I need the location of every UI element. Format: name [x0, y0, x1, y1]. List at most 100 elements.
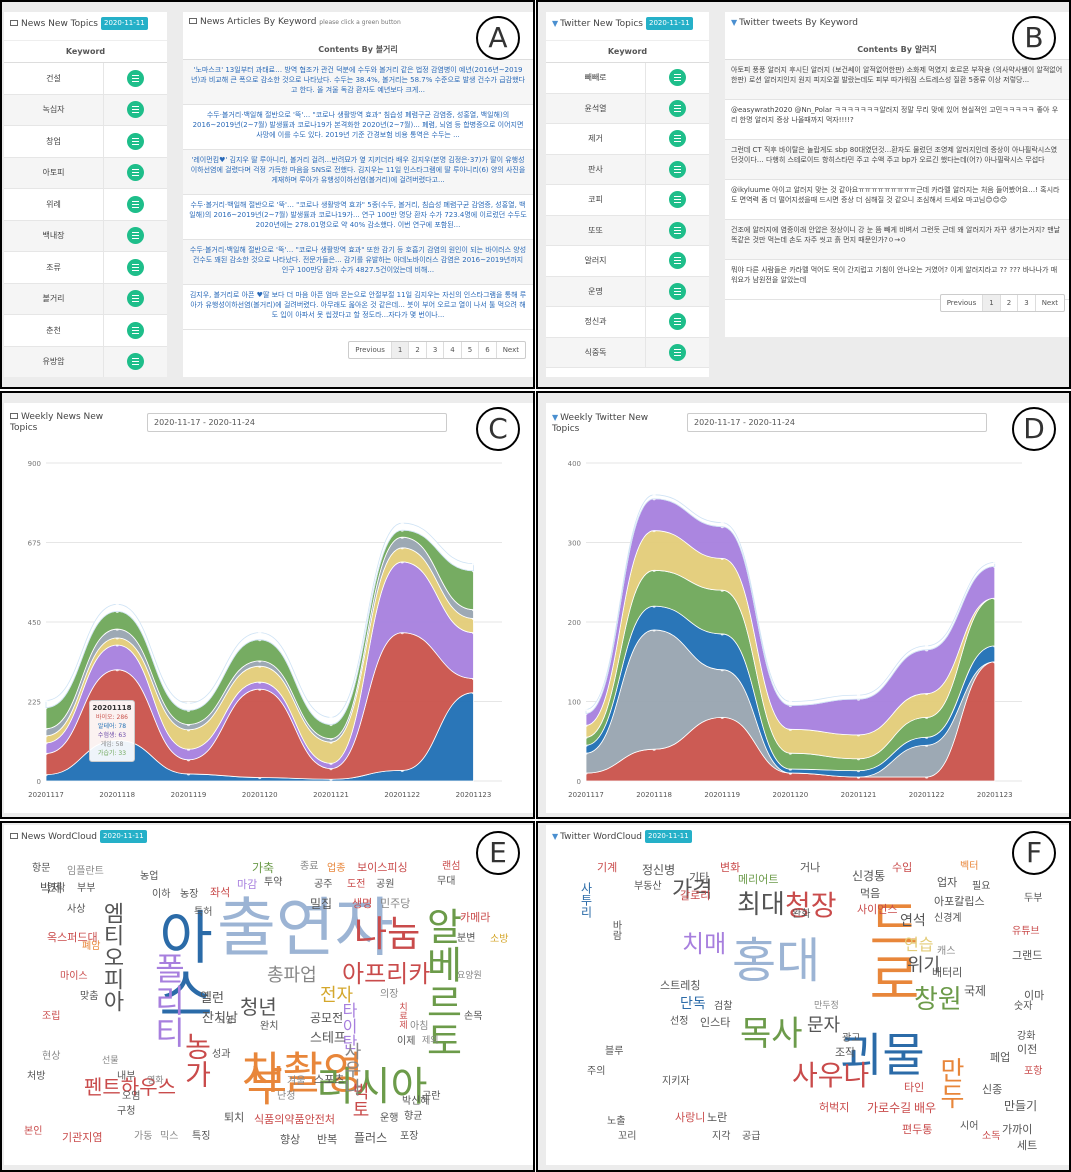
tooltip-value: 63: [118, 732, 127, 739]
label-d: D: [1012, 407, 1056, 451]
keyword-list-button[interactable]: [669, 313, 686, 331]
data-point: [44, 698, 48, 703]
keyword-list-button[interactable]: [127, 195, 144, 213]
next-page-button[interactable]: Next: [1041, 299, 1058, 307]
keyword-list-button[interactable]: [127, 227, 144, 245]
word-cloud-term: 노출: [607, 1116, 626, 1127]
word-cloud-term: 나눔: [354, 914, 421, 955]
y-tick-label: 225: [28, 699, 41, 707]
keyword-list-button[interactable]: [127, 132, 144, 150]
twitter-bird-icon: ▼: [731, 18, 738, 27]
keyword-list-button[interactable]: [669, 282, 686, 300]
twitter-bird-icon: ▼: [552, 832, 559, 841]
keyword-row: 유방암: [4, 346, 167, 377]
word-cloud-term: 소독: [982, 1131, 1001, 1142]
twitter-wordcloud: 홍대 괴물 드로 목사 사우나 청장 최대 창원 위기 가격 치매 문자 만두 연습 연석 정신병 부동산 갈로리…: [538, 823, 1069, 1170]
newspaper-icon: [189, 18, 197, 24]
page-button[interactable]: 2: [1001, 295, 1019, 311]
next-page-button[interactable]: Next: [502, 346, 519, 354]
weekly-twitter-card: ▼ Weekly Twitter New Topics 2020-11-17 - …: [546, 403, 1069, 813]
page-button[interactable]: 2: [409, 342, 427, 358]
word-cloud-term: 공주: [314, 879, 333, 890]
word-cloud-term: 식품의약품안전처: [254, 1113, 335, 1126]
x-tick-label: 20201121: [841, 791, 877, 799]
word-cloud-term: 청년: [240, 995, 277, 1019]
word-cloud-term: 손목: [464, 1011, 483, 1022]
word-cloud-term: 선물: [102, 1056, 119, 1066]
word-cloud-term: 치료제: [397, 1002, 407, 1029]
page-button[interactable]: 1: [983, 295, 1001, 311]
panel-b-twitter: ▼ Twitter New Topics 2020-11-11 Keyword 빼빼…: [536, 0, 1071, 389]
word-cloud-term: 아스: [147, 907, 215, 1023]
page-button[interactable]: 3: [1018, 295, 1036, 311]
weekly-twitter-date-range[interactable]: 2020-11-17 - 2020-11-24: [687, 413, 987, 432]
date-badge: 2020-11-11: [101, 17, 148, 30]
data-point: [925, 644, 929, 648]
word-cloud-term: 먹음: [860, 887, 881, 900]
keyword-row: 조류: [4, 252, 167, 284]
keyword-list-button[interactable]: [127, 69, 144, 87]
word-cloud-term: 가격: [672, 878, 713, 903]
keyword-list-button[interactable]: [127, 164, 144, 182]
keyword-list-button[interactable]: [669, 221, 686, 239]
word-cloud-term: 강화: [1017, 1031, 1036, 1042]
weekly-news-date-range[interactable]: 2020-11-17 - 2020-11-24: [147, 413, 447, 432]
keyword-list-button[interactable]: [127, 101, 144, 119]
page-button[interactable]: 3: [427, 342, 445, 358]
news-article-item[interactable]: '레이먼킴♥' 김지우 딸 루아니리, 볼거리 걸려…반려묘가 옆 지키더라 배…: [183, 150, 533, 195]
twitter-topics-card: ▼ Twitter New Topics 2020-11-11 Keyword 빼빼…: [546, 12, 709, 377]
news-article-item[interactable]: 김지우, 볼거리로 아픈 ♥딸 보다 더 마음 아픈 엄마 몬는으로 안절부절 …: [183, 285, 533, 330]
previous-page-button[interactable]: Previous: [349, 342, 392, 358]
news-wordcloud-card: News WordCloud 2020-11-11: [4, 825, 533, 1165]
keyword-list-button[interactable]: [669, 160, 686, 178]
word-cloud-term: 아포칼립스: [934, 895, 985, 908]
data-point: [993, 560, 997, 564]
keyword-list-button[interactable]: [127, 290, 144, 308]
tooltip-key: 수험생: [97, 732, 115, 739]
keyword-list-button[interactable]: [127, 321, 144, 339]
word-cloud-term: 신종: [982, 1083, 1003, 1096]
keyword-list-button[interactable]: [127, 258, 144, 276]
page-button[interactable]: 5: [462, 342, 480, 358]
keyword-list-button[interactable]: [669, 252, 686, 270]
word-cloud-term: 배터리: [932, 966, 963, 979]
news-article-item[interactable]: 수두·볼거리·백일해 절반으로 '뚝'… "코로나 생활방역 효과" 5종(수두…: [183, 195, 533, 240]
word-cloud-term: 처방: [27, 1071, 46, 1082]
weekly-news-title: Weekly News New Topics: [10, 412, 104, 433]
tooltip-value: 78: [118, 723, 127, 730]
word-cloud-term: 특징: [192, 1131, 211, 1142]
word-cloud-term: 타이탄: [339, 1002, 358, 1050]
word-cloud-term: 농장: [180, 889, 199, 900]
twitter-bird-icon: ▼: [552, 413, 559, 422]
page-button[interactable]: 6: [479, 342, 497, 358]
news-article-item[interactable]: 수두·볼거리·백일해 절반으로 '뚝'… "코로나 생활방역 효과" 또한 감기…: [183, 240, 533, 285]
keyword-list-button[interactable]: [669, 191, 686, 209]
keyword-list-button[interactable]: [669, 343, 686, 361]
news-wordcloud: 출연자 아스 차촬영 러시아 부 나눔 알베르토 폴리티 아프리카 엠티오피아 펜트하우스 농가 청년 총…: [2, 823, 533, 1170]
keyword-list-button[interactable]: [669, 130, 686, 148]
keyword-label: 코피: [546, 185, 646, 215]
twitter-topics-title: Twitter New Topics: [560, 19, 643, 29]
keyword-list-button[interactable]: [669, 69, 686, 87]
previous-page-button[interactable]: Previous: [941, 295, 984, 311]
word-cloud-term: 드로: [858, 897, 921, 1005]
page-button[interactable]: 1: [391, 342, 410, 358]
tooltip-row: 수험생: 63: [97, 732, 127, 739]
data-point: [584, 707, 588, 712]
keyword-list-button[interactable]: [127, 353, 144, 371]
keyword-label: 볼거리: [4, 283, 104, 314]
word-cloud-term: 폴리티: [149, 952, 187, 1048]
word-cloud-term: 현상: [42, 1051, 61, 1062]
y-tick-label: 200: [568, 619, 581, 627]
word-cloud-term: 공급: [742, 1131, 761, 1142]
page-button[interactable]: 4: [444, 342, 462, 358]
word-cloud-term: 이제: [397, 1036, 416, 1047]
word-cloud-term: 기관지염: [62, 1131, 103, 1144]
keyword-list-button[interactable]: [669, 99, 686, 117]
news-article-item[interactable]: '노마스크' 13일부터 과태료… 방역 협조가 관건 덕분에 수두와 볼거리 …: [183, 60, 533, 105]
news-article-item[interactable]: 수두·볼거리·백일해 절반으로 '뚝'… "코로나 생활방역 효과" 침습성 폐…: [183, 105, 533, 150]
word-cloud-term: 연락: [47, 883, 66, 894]
x-tick-label: 20201117: [568, 791, 604, 799]
label-c: C: [476, 407, 520, 451]
y-tick-label: 100: [568, 699, 581, 707]
